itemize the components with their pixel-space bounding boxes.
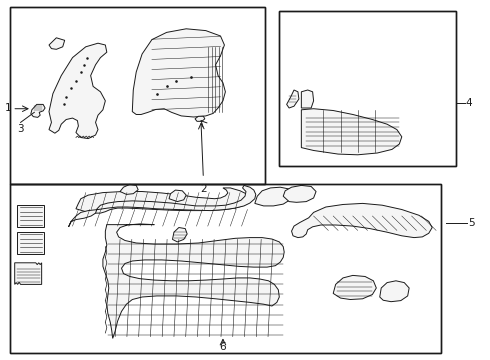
Polygon shape [69,185,256,227]
Polygon shape [255,187,293,206]
Polygon shape [15,263,42,284]
Polygon shape [76,188,250,213]
Polygon shape [132,29,225,117]
Bar [10,184,441,353]
Polygon shape [380,281,409,302]
Polygon shape [120,184,138,194]
Polygon shape [17,205,44,227]
Polygon shape [292,203,432,238]
Text: 3: 3 [17,124,24,134]
Polygon shape [283,185,316,202]
Bar [279,11,456,166]
Polygon shape [301,109,402,155]
Text: 2: 2 [200,184,207,194]
Polygon shape [195,116,205,121]
Bar [10,7,265,184]
Polygon shape [103,224,284,338]
Text: 1: 1 [5,103,12,113]
Polygon shape [49,43,107,139]
Polygon shape [287,90,299,108]
Bar [10,7,265,184]
Bar [279,11,456,166]
Text: 5: 5 [468,218,475,228]
Bar [10,184,441,353]
Polygon shape [31,104,45,117]
Text: 6: 6 [220,342,226,352]
Polygon shape [172,228,187,242]
Polygon shape [17,232,44,254]
Polygon shape [333,275,376,300]
Polygon shape [49,38,65,49]
Polygon shape [169,190,186,202]
Polygon shape [301,90,314,108]
Text: 4: 4 [466,98,472,108]
